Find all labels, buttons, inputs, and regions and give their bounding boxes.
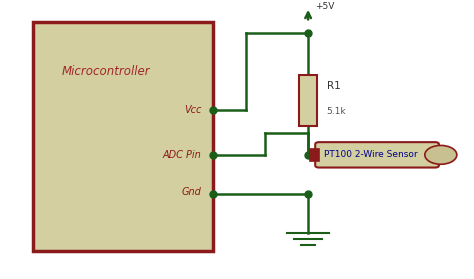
FancyBboxPatch shape <box>33 22 213 251</box>
Text: 5.1k: 5.1k <box>327 107 346 116</box>
Text: Microcontroller: Microcontroller <box>62 65 150 78</box>
Text: ADC Pin: ADC Pin <box>163 150 201 160</box>
Text: Vcc: Vcc <box>184 105 201 115</box>
Circle shape <box>425 145 457 164</box>
Text: Gnd: Gnd <box>182 187 201 197</box>
Text: R1: R1 <box>327 81 340 92</box>
FancyBboxPatch shape <box>315 142 439 167</box>
Bar <box>310 149 319 161</box>
Text: +5V: +5V <box>315 3 335 11</box>
Bar <box>299 75 317 126</box>
Text: PT100 2-Wire Sensor: PT100 2-Wire Sensor <box>324 150 418 159</box>
